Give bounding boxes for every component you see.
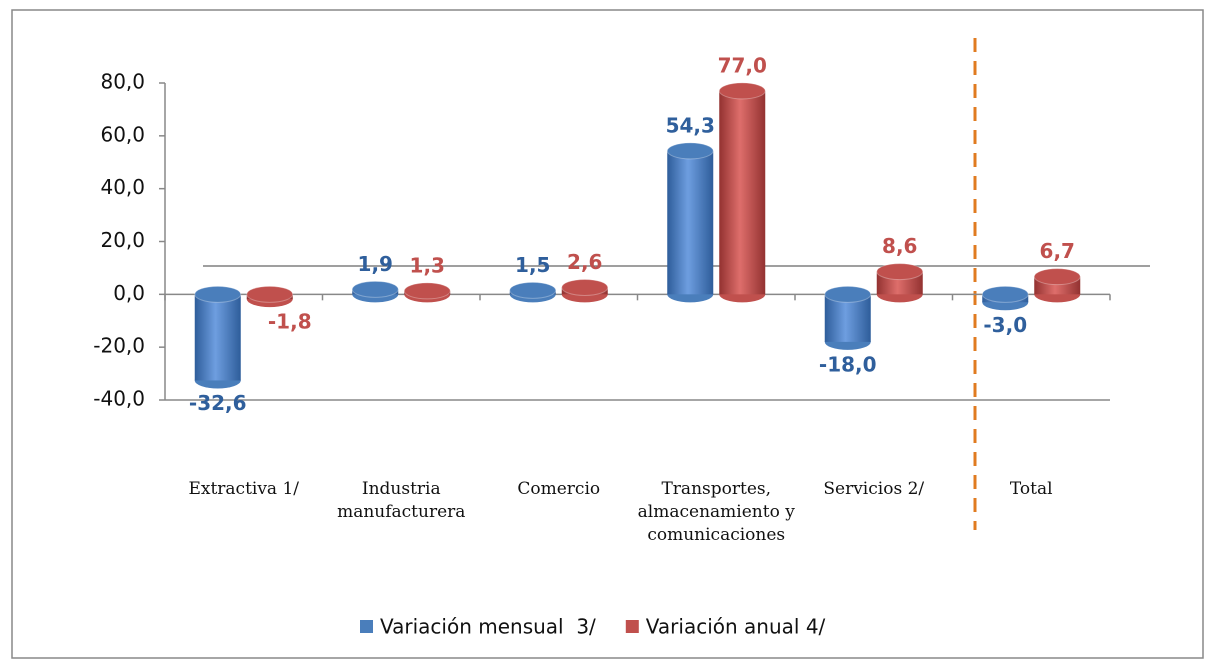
legend-swatch bbox=[625, 620, 639, 633]
bar-top bbox=[351, 280, 399, 298]
bar bbox=[194, 294, 241, 381]
x-tick-label: Total bbox=[1009, 479, 1053, 499]
y-tick-label: 0,0 bbox=[113, 281, 145, 305]
x-tick-label: Extractiva 1/ bbox=[188, 479, 300, 499]
bar-top bbox=[194, 285, 242, 303]
chart-border bbox=[11, 9, 1204, 659]
legend-label: Variación anual 4/ bbox=[646, 615, 826, 639]
y-tick-label: 20,0 bbox=[100, 228, 145, 252]
bar-top bbox=[403, 282, 451, 300]
bar-top bbox=[981, 285, 1029, 303]
data-label: -32,6 bbox=[189, 391, 247, 415]
data-label: 6,7 bbox=[1040, 239, 1075, 263]
bar-top bbox=[561, 278, 609, 296]
data-label: 8,6 bbox=[882, 234, 917, 258]
data-label: 1,3 bbox=[410, 253, 445, 277]
data-label: 77,0 bbox=[718, 53, 767, 77]
data-label: 54,3 bbox=[666, 113, 715, 137]
bar-top bbox=[876, 263, 924, 281]
bar-top bbox=[718, 82, 766, 100]
bar-top bbox=[509, 281, 557, 299]
y-tick-label: 80,0 bbox=[100, 70, 145, 94]
y-tick-label: 60,0 bbox=[100, 122, 145, 146]
x-tick-label: Transportes, almacenamiento y comunicaci… bbox=[637, 479, 795, 545]
bar-top bbox=[246, 285, 294, 303]
bar-top bbox=[824, 285, 872, 303]
x-tick-label: Comercio bbox=[517, 479, 601, 499]
bar bbox=[719, 90, 766, 295]
bar bbox=[667, 150, 714, 295]
legend-swatch bbox=[360, 620, 373, 633]
x-tick-label: Industria manufacturera bbox=[337, 479, 466, 522]
bar-top bbox=[666, 142, 714, 160]
data-label: 1,5 bbox=[515, 253, 550, 277]
data-label: -3,0 bbox=[983, 313, 1027, 337]
legend-label: Variación mensual 3/ bbox=[380, 615, 596, 639]
data-label: 1,9 bbox=[358, 252, 393, 276]
x-tick-label: Servicios 2/ bbox=[823, 479, 925, 499]
y-tick-label: 40,0 bbox=[100, 175, 145, 199]
data-label: -18,0 bbox=[819, 352, 877, 376]
y-tick-label: -40,0 bbox=[93, 387, 145, 411]
data-label: 2,6 bbox=[567, 250, 602, 274]
y-tick-label: -20,0 bbox=[93, 334, 145, 358]
data-label: -1,8 bbox=[268, 310, 312, 334]
bar-top bbox=[1033, 268, 1081, 286]
